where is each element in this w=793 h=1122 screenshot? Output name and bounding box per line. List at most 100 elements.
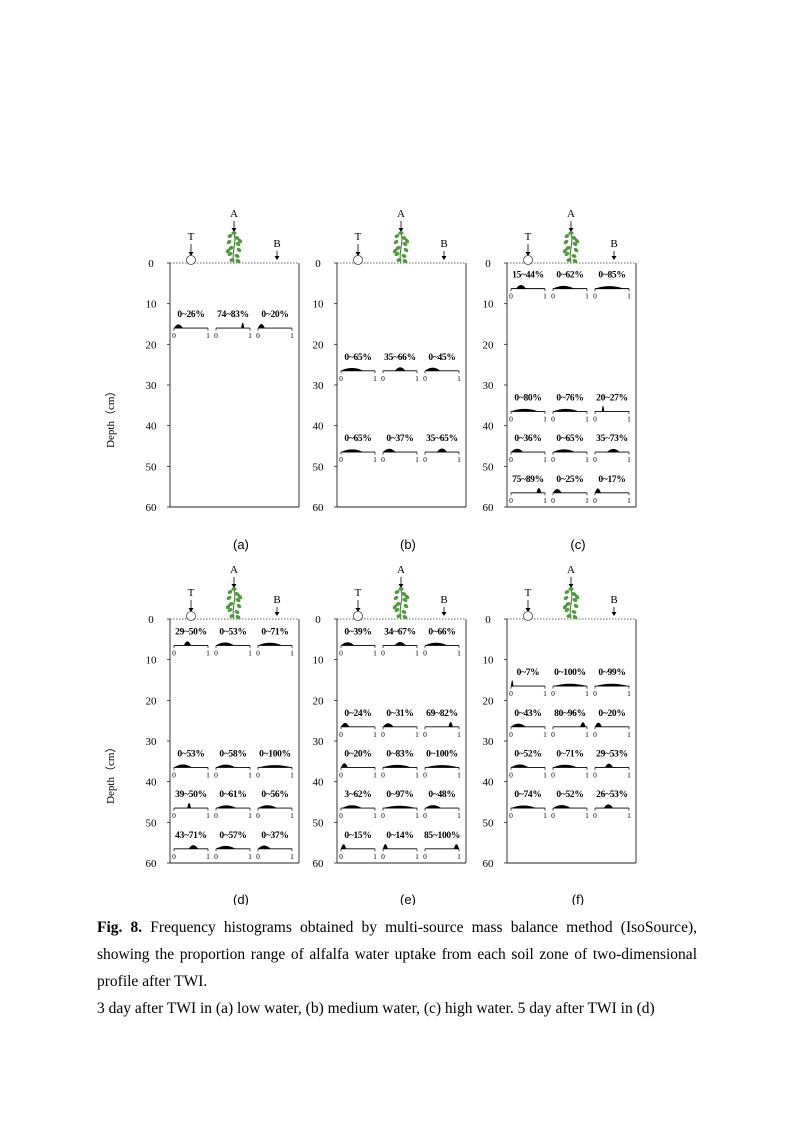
caption-fig-label: Fig. 8. — [97, 919, 143, 936]
histogram: 0~100% 0 1 — [551, 668, 589, 698]
histogram-axis-min: 0 — [551, 730, 555, 739]
histogram: 35~66% 0 1 — [381, 353, 419, 383]
panel-label: (e) — [400, 892, 416, 905]
y-tick-label: 60 — [146, 502, 158, 514]
histogram-axis-min: 0 — [172, 331, 176, 340]
marker-t-label: T — [355, 587, 362, 599]
histogram-distribution — [341, 642, 355, 646]
plant-leaf — [571, 592, 577, 596]
y-tick-label: 60 — [146, 858, 158, 870]
plant-leaf — [225, 604, 231, 610]
histogram-distribution — [595, 722, 602, 727]
range-label: 0~31% — [386, 709, 413, 719]
histogram: 0~62% 0 1 — [551, 271, 589, 301]
histogram-distribution — [595, 488, 601, 493]
histogram-axis-max: 1 — [290, 331, 294, 340]
arrow-head-icon — [568, 584, 574, 588]
plant-leaf — [392, 604, 398, 610]
y-tick-label: 40 — [313, 777, 325, 789]
range-label: 0~48% — [428, 790, 455, 800]
histogram-axis-max: 1 — [206, 852, 210, 861]
histogram-axis-max: 1 — [543, 496, 547, 505]
histogram-axis-max: 1 — [627, 730, 631, 739]
histogram: 0~20% 0 1 — [339, 749, 377, 779]
histogram-axis-min: 0 — [551, 689, 555, 698]
plant-leaf — [392, 248, 398, 254]
plant-leaf — [393, 239, 399, 245]
y-tick-label: 10 — [483, 299, 495, 311]
arrow-head-icon — [355, 608, 361, 612]
plant-leaf — [574, 594, 580, 600]
histogram-axis-min: 0 — [381, 730, 385, 739]
histogram-distribution — [383, 805, 416, 809]
range-label: 0~52% — [556, 790, 583, 800]
y-tick-label: 40 — [483, 421, 495, 433]
histogram-axis-min: 0 — [509, 496, 513, 505]
arrow-head-icon — [525, 608, 531, 612]
histogram-axis-max: 1 — [585, 730, 589, 739]
range-label: 39~50% — [175, 790, 207, 800]
histogram-distribution — [258, 805, 278, 809]
range-label: 0~57% — [219, 831, 246, 841]
histogram-distribution — [553, 488, 562, 493]
histogram: 26~53% 0 1 — [593, 790, 631, 820]
plant-leaf — [398, 231, 404, 235]
histogram-axis-max: 1 — [585, 292, 589, 301]
histogram-distribution — [511, 680, 514, 687]
histogram-axis-max: 1 — [373, 811, 377, 820]
histogram: 0~7% 0 1 — [509, 668, 547, 698]
plant-leaf — [231, 231, 237, 235]
histogram-distribution — [595, 286, 624, 289]
range-label: 0~76% — [556, 393, 583, 403]
range-label: 0~20% — [598, 709, 625, 719]
y-tick-label: 10 — [313, 655, 325, 667]
histogram-axis-min: 0 — [509, 292, 513, 301]
histogram: 0~74% 0 1 — [509, 790, 547, 820]
histogram-axis-max: 1 — [415, 648, 419, 657]
histogram-axis-min: 0 — [551, 292, 555, 301]
plant-leaf — [564, 589, 570, 595]
histogram-axis-min: 0 — [551, 455, 555, 464]
range-label: 0~74% — [514, 790, 541, 800]
plant-leaf — [564, 251, 570, 257]
histogram-axis-max: 1 — [585, 414, 589, 423]
range-label: 0~100% — [426, 749, 458, 759]
histogram-axis-max: 1 — [627, 811, 631, 820]
y-tick-label: 40 — [313, 421, 325, 433]
histogram-axis-min: 0 — [593, 770, 597, 779]
histogram: 0~61% 0 1 — [214, 790, 252, 820]
y-tick-label: 30 — [313, 736, 325, 748]
tensiometer-circle-icon — [523, 611, 533, 621]
histogram: 0~52% 0 1 — [509, 749, 547, 779]
histogram-axis-min: 0 — [256, 648, 260, 657]
histogram-axis-max: 1 — [585, 689, 589, 698]
marker-a-label: A — [230, 208, 238, 220]
plant-leaf — [234, 610, 240, 614]
y-tick-label: 30 — [483, 380, 495, 392]
histogram-distribution — [595, 683, 629, 687]
histogram: 0~15% 0 1 — [339, 831, 377, 861]
y-tick-label: 30 — [146, 380, 158, 392]
histogram-axis-min: 0 — [551, 496, 555, 505]
histogram-axis-max: 1 — [415, 811, 419, 820]
marker-b-label: B — [610, 594, 617, 606]
histogram-axis-max: 1 — [585, 455, 589, 464]
histogram-axis-max: 1 — [627, 414, 631, 423]
histogram-distribution — [341, 844, 347, 849]
histogram-axis-max: 1 — [543, 770, 547, 779]
arrow-head-icon — [188, 252, 194, 256]
histogram-axis-min: 0 — [509, 455, 513, 464]
histogram: 0~56% 0 1 — [256, 790, 294, 820]
histogram: 0~37% 0 1 — [256, 831, 294, 861]
range-label: 0~24% — [344, 709, 371, 719]
histogram-axis-max: 1 — [373, 455, 377, 464]
y-tick-label: 0 — [148, 614, 154, 626]
histogram-distribution — [341, 722, 350, 727]
marker-t-label: T — [188, 231, 195, 243]
range-label: 43~71% — [175, 831, 207, 841]
histogram-axis-max: 1 — [627, 689, 631, 698]
range-label: 0~17% — [598, 475, 625, 485]
histogram: 29~50% 0 1 — [172, 627, 210, 657]
histogram-axis-min: 0 — [509, 730, 513, 739]
